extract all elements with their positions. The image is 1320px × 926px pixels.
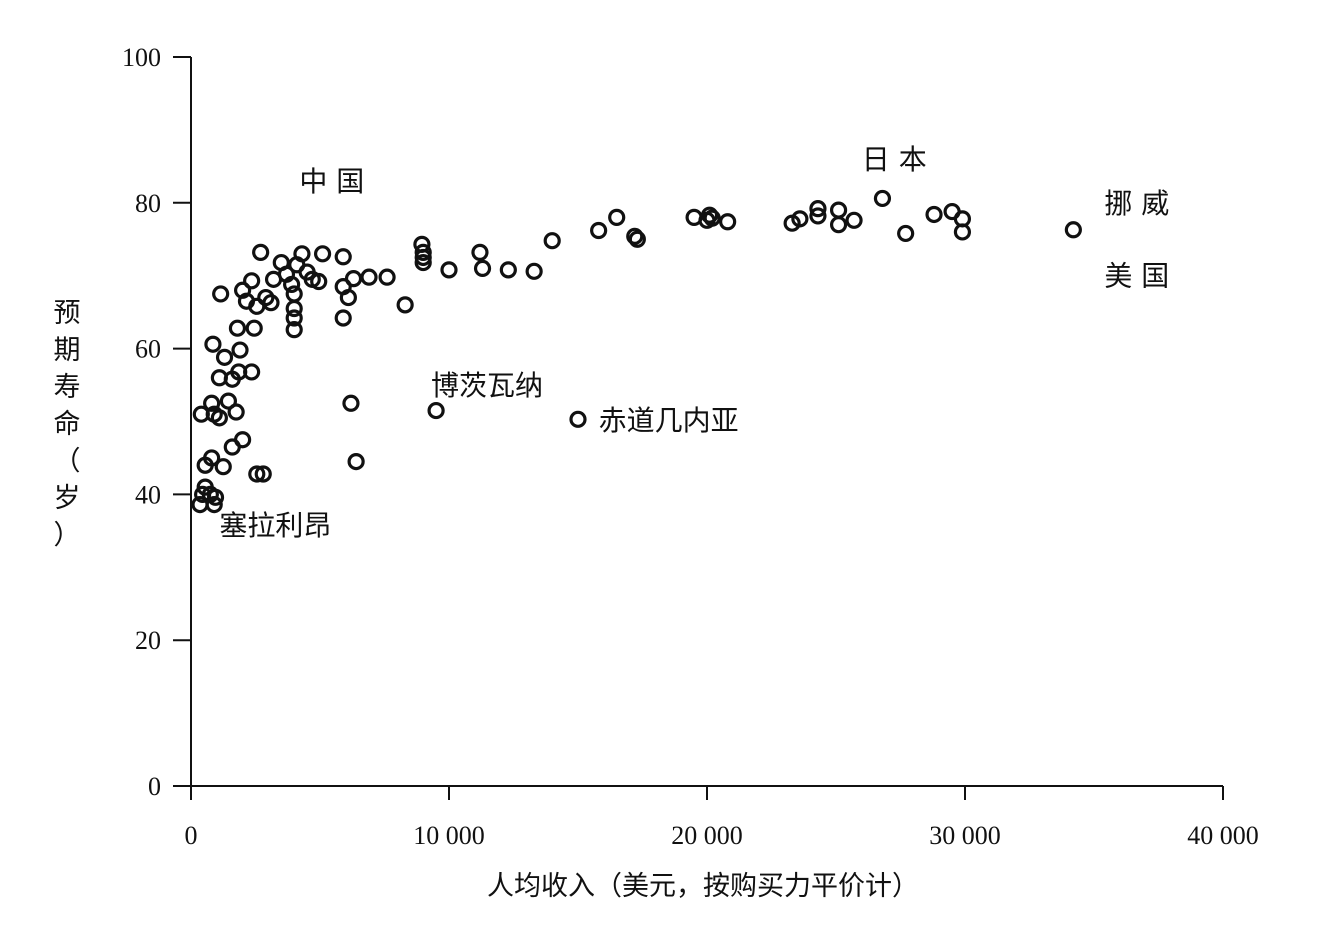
- data-point: [285, 299, 303, 318]
- data-point: [414, 248, 432, 267]
- data-point: [809, 207, 827, 225]
- data-point: [310, 272, 328, 291]
- data-point: [396, 296, 414, 314]
- annotation-label: 日 本: [862, 143, 927, 176]
- y-axis-title-char: （: [54, 446, 81, 477]
- data-point: [205, 496, 223, 514]
- data-point: [206, 488, 225, 506]
- x-axis-title: 人均收入（美元，按购买力平价计）: [487, 871, 919, 902]
- data-point: [414, 243, 432, 261]
- data-point: [499, 261, 517, 279]
- data-point: [215, 348, 234, 366]
- data-point: [214, 458, 232, 476]
- x-tick-label: 30 000: [929, 821, 1001, 850]
- data-point: [234, 431, 252, 449]
- annotation-label: 博茨瓦纳: [431, 369, 543, 402]
- annotation-label: 中 国: [299, 165, 364, 198]
- x-tick-label: 0: [185, 821, 198, 850]
- data-point: [285, 321, 303, 339]
- data-point: [590, 221, 608, 240]
- data-point: [719, 213, 737, 231]
- data-point: [378, 268, 396, 286]
- data-point: [228, 319, 247, 337]
- data-point: [227, 403, 245, 421]
- data-point: [243, 363, 261, 381]
- annotation-label: 赤道几内亚: [599, 404, 739, 437]
- data-point: [626, 227, 644, 245]
- data-point: [254, 465, 272, 483]
- data-point: [873, 189, 892, 208]
- data-point: [334, 248, 352, 266]
- data-point: [283, 275, 301, 294]
- data-point: [293, 245, 311, 263]
- data-point: [700, 206, 719, 224]
- data-point: [347, 452, 365, 471]
- y-tick-label: 40: [135, 480, 161, 509]
- data-point: [569, 410, 587, 428]
- data-point: [243, 272, 261, 290]
- data-point: [427, 401, 445, 420]
- data-point: [248, 465, 266, 483]
- data-point: [703, 209, 721, 227]
- data-point: [953, 223, 972, 241]
- data-point: [525, 262, 543, 280]
- data-point: [204, 335, 222, 353]
- data-points: [191, 189, 1082, 514]
- data-point: [245, 319, 263, 337]
- x-ticks: 0 10 000 20 000 30 000 40 000: [185, 786, 1259, 850]
- y-axis-title-char: 命: [54, 409, 81, 440]
- y-axis-title-char: ）: [54, 520, 81, 551]
- y-axis-title-char: 预: [54, 298, 81, 329]
- data-point: [543, 232, 561, 250]
- annotation-label: 挪 威: [1104, 187, 1169, 220]
- data-point: [473, 259, 492, 278]
- data-point: [231, 341, 249, 359]
- data-point: [342, 394, 360, 412]
- y-tick-label: 60: [135, 335, 161, 364]
- data-point: [471, 243, 489, 261]
- y-axis-title-char: 寿: [54, 372, 81, 403]
- data-point: [344, 270, 363, 288]
- data-point: [925, 205, 943, 224]
- data-point: [210, 409, 228, 427]
- data-point: [339, 288, 357, 307]
- data-point: [212, 285, 230, 303]
- data-point: [414, 253, 432, 272]
- data-point: [829, 201, 848, 219]
- y-tick-label: 80: [135, 189, 161, 218]
- data-point: [829, 216, 848, 234]
- y-tick-label: 20: [135, 626, 161, 655]
- data-point: [285, 309, 303, 327]
- data-point: [203, 394, 221, 412]
- y-axis-title-char: 岁: [54, 483, 81, 514]
- x-tick-label: 20 000: [671, 821, 743, 850]
- y-tick-label: 0: [148, 772, 161, 801]
- annotation-label: 美 国: [1104, 260, 1169, 293]
- data-point: [809, 200, 827, 218]
- data-point: [313, 245, 332, 263]
- data-point: [440, 261, 458, 279]
- annotation-label: 塞拉利昂: [219, 509, 331, 542]
- x-tick-label: 10 000: [413, 821, 485, 850]
- data-point: [791, 210, 809, 228]
- data-point: [203, 449, 221, 467]
- y-axis-title-char: 期: [54, 335, 81, 366]
- data-point: [262, 294, 280, 312]
- data-point: [628, 230, 646, 248]
- data-point: [334, 309, 352, 327]
- data-point: [360, 268, 378, 286]
- y-ticks: 0 20 40 60 80 100: [122, 43, 191, 801]
- data-point: [1064, 221, 1082, 239]
- data-point: [897, 224, 915, 243]
- data-point: [608, 208, 626, 226]
- x-tick-label: 40 000: [1187, 821, 1259, 850]
- y-tick-label: 100: [122, 43, 161, 72]
- data-point: [845, 211, 863, 229]
- data-point: [219, 392, 238, 410]
- data-point: [252, 243, 270, 261]
- data-point: [285, 285, 303, 303]
